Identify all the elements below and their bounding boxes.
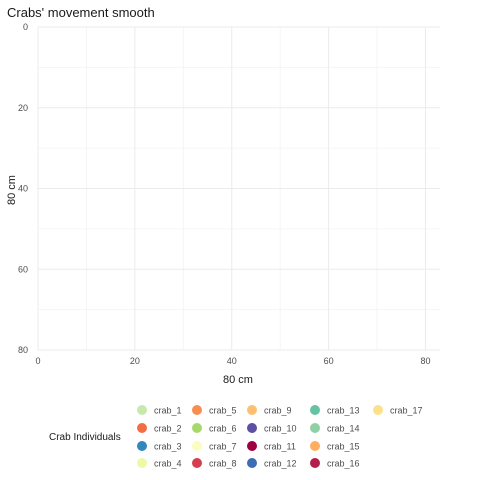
legend-item: crab_7 [192, 441, 237, 452]
legend-key [137, 441, 147, 451]
legend-item: crab_1 [137, 405, 182, 416]
legend-item: crab_11 [247, 441, 296, 452]
x-axis-title: 80 cm [223, 374, 253, 386]
legend-key [247, 423, 257, 433]
legend-item: crab_13 [310, 405, 360, 416]
legend-label: crab_5 [209, 406, 237, 416]
legend-key [192, 405, 202, 415]
legend-key [192, 423, 202, 433]
y-tick-label: 40 [18, 184, 28, 194]
legend-item: crab_8 [192, 458, 237, 469]
legend-label: crab_10 [264, 424, 297, 434]
legend-key [310, 423, 320, 433]
legend-item: crab_3 [137, 441, 182, 452]
legend-item: crab_12 [247, 458, 297, 469]
legend-item: crab_2 [137, 423, 182, 434]
legend-label: crab_11 [264, 442, 296, 452]
legend-label: crab_17 [390, 406, 423, 416]
legend-item: crab_16 [310, 458, 360, 469]
y-tick-label: 80 [18, 345, 28, 355]
legend-item: crab_15 [310, 441, 360, 452]
legend: crab_1crab_2crab_3crab_4crab_5crab_6crab… [137, 405, 423, 469]
legend-label: crab_7 [209, 442, 237, 452]
legend-label: crab_13 [327, 406, 360, 416]
legend-item: crab_10 [247, 423, 297, 434]
legend-key [247, 441, 257, 451]
legend-key [310, 458, 320, 468]
legend-label: crab_4 [154, 459, 182, 469]
legend-label: crab_16 [327, 459, 360, 469]
y-tick-label: 20 [18, 103, 28, 113]
legend-item: crab_14 [310, 423, 360, 434]
legend-label: crab_1 [154, 406, 182, 416]
x-axis-ticks: 0 20 40 60 80 [35, 356, 430, 366]
x-tick-label: 60 [324, 356, 334, 366]
legend-item: crab_9 [247, 405, 292, 416]
x-tick-label: 20 [130, 356, 140, 366]
legend-key [137, 405, 147, 415]
legend-key [192, 441, 202, 451]
plot-grid [37, 26, 440, 351]
legend-key [373, 405, 383, 415]
x-tick-label: 0 [35, 356, 40, 366]
y-axis-title: 80 cm [6, 175, 18, 205]
legend-label: crab_6 [209, 424, 237, 434]
legend-label: crab_15 [327, 442, 360, 452]
legend-key [137, 423, 147, 433]
legend-label: crab_9 [264, 406, 292, 416]
legend-item: crab_6 [192, 423, 237, 434]
legend-key [137, 458, 147, 468]
legend-key [192, 458, 202, 468]
legend-item: crab_5 [192, 405, 237, 416]
legend-item: crab_17 [373, 405, 423, 416]
legend-label: crab_14 [327, 424, 360, 434]
chart-title: Crabs' movement smooth [7, 5, 155, 20]
legend-key [310, 441, 320, 451]
legend-label: crab_8 [209, 459, 237, 469]
legend-key [247, 405, 257, 415]
legend-title: Crab Individuals [49, 432, 121, 443]
legend-label: crab_12 [264, 459, 297, 469]
legend-key [247, 458, 257, 468]
y-tick-label: 0 [23, 22, 28, 32]
legend-key [310, 405, 320, 415]
x-tick-label: 80 [420, 356, 430, 366]
y-tick-label: 60 [18, 264, 28, 274]
y-axis-ticks: 0 20 40 60 80 [18, 22, 28, 355]
legend-label: crab_2 [154, 424, 182, 434]
legend-label: crab_3 [154, 442, 182, 452]
x-tick-label: 40 [227, 356, 237, 366]
legend-item: crab_4 [137, 458, 182, 469]
